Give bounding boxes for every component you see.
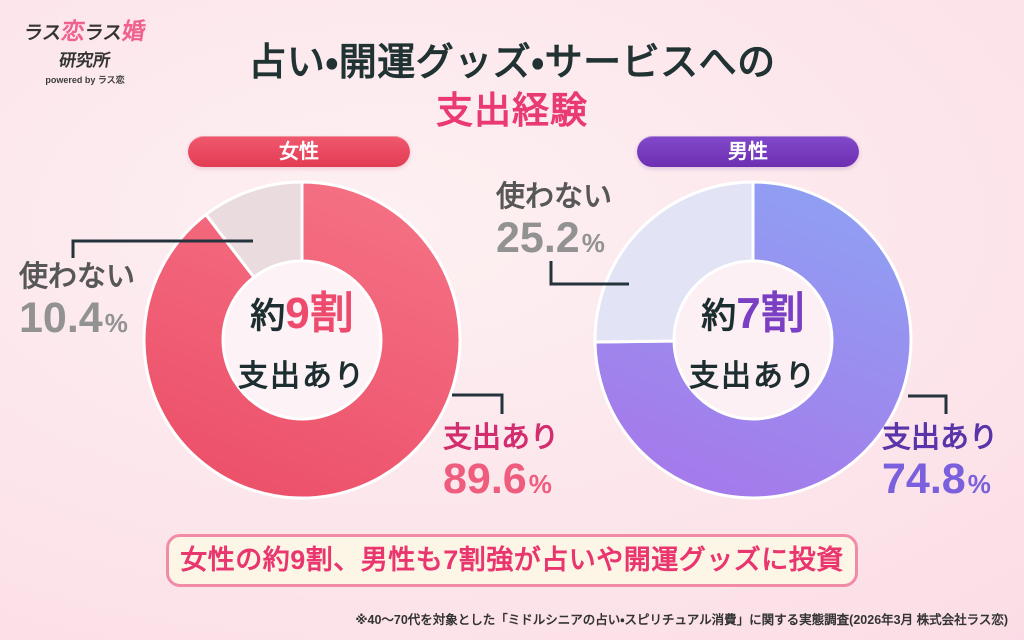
summary-banner: 女性の約9割、男性も7割強が占いや開運グッズに投資 [166,534,858,587]
slice-value-number: 89.6 [443,455,527,503]
donut-center-label-women: 約9割 支出あり [192,291,412,395]
slice-value-number: 10.4 [19,294,103,342]
slice-value-number: 25.2 [496,214,580,262]
label-women-spend: 支出あり 89.6% [443,421,559,513]
slice-value: 10.4% [19,294,135,352]
slice-label: 使わない [19,261,136,293]
center-approx: 約 [250,297,286,336]
donut-chart-men [593,180,913,500]
donut-hole [223,261,381,419]
label-women-not-spend: 使わない 10.4% [19,260,135,352]
group-badge-men: 男性 [637,136,859,167]
slice-value-unit: % [528,469,552,499]
slice-value-unit: % [104,308,128,338]
donut-hole [674,261,832,419]
slice-label: 支出あり [882,422,999,454]
center-headline: 約9割 [192,291,412,347]
donut-slice-0 [142,180,462,500]
center-subtext: 支出あり [689,360,817,393]
label-men-spend: 支出あり 74.8% [882,421,998,513]
slice-value-unit: % [581,228,605,258]
survey-footnote: ※40〜70代を対象とした「ミドルシニアの占い・スピリチュアル消費」に関する実態… [355,613,1008,627]
center-big-value: 9割 [285,289,354,338]
slice-value-number: 74.8 [882,455,966,503]
center-subtext: 支出あり [238,360,366,393]
slice-label: 使わない [496,181,613,213]
donut-chart-women [142,180,462,500]
page-title-line1: 占い・開運グッズ・サービスへの [248,42,776,84]
group-badge-women: 女性 [188,136,410,167]
center-headline: 約7割 [643,291,863,347]
summary-banner-text: 女性の約9割、男性も7割強が占いや開運グッズに投資 [180,545,844,575]
slice-label: 支出あり [443,422,560,454]
center-approx: 約 [701,297,737,336]
slice-value: 25.2% [496,214,612,272]
donut-center-label-men: 約7割 支出あり [643,291,863,395]
brand-logo-powered-by: powered by ラス恋 [45,75,125,85]
slice-value: 89.6% [443,455,559,513]
slice-value: 74.8% [882,455,998,513]
label-men-not-spend: 使わない 25.2% [496,180,612,272]
center-big-value: 7割 [736,289,805,338]
donut-slice-0 [593,180,913,500]
donut-slice-1 [204,180,304,279]
brand-logo: ラス恋ラス婚 研究所 powered by ラス恋 [20,12,150,86]
page-title-line2: 支出経験 [436,90,588,131]
slice-value-unit: % [967,469,991,499]
